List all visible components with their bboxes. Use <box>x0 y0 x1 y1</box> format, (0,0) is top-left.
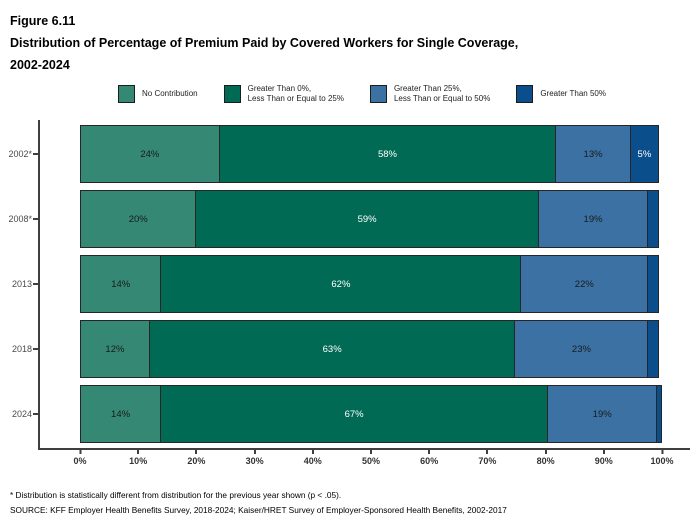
bar-segment-value: 14% <box>111 408 131 420</box>
x-axis-tick-label: 100% <box>650 456 674 466</box>
legend-label: Greater Than 25%, Less Than or Equal to … <box>393 84 491 103</box>
bar-segment-gt0-le25: 67% <box>160 385 549 443</box>
x-axis-tick-label: 80% <box>536 456 555 466</box>
footnotes: * Distribution is statistically differen… <box>10 488 698 518</box>
bar-segment-value: 22% <box>574 278 594 290</box>
bar-segment-value: 23% <box>571 343 591 355</box>
bar-segment-value: 5% <box>637 148 652 160</box>
chart-panel: 2002* 24% 58% 13% 5% 2008* 20% 59% 19% 2… <box>8 120 690 450</box>
y-axis-label: 2008* <box>8 214 32 224</box>
bar-segment-value: 58% <box>377 148 397 160</box>
legend-swatch-gt25-le50 <box>369 85 387 103</box>
bar-row-2013: 2013 14% 62% 22% <box>12 255 662 313</box>
y-axis-label: 2002* <box>8 149 32 159</box>
x-axis-tick-label: 30% <box>245 456 264 466</box>
bar-segment-no-contribution: 20% <box>80 190 197 248</box>
legend-item-no-contribution: No Contribution <box>118 85 198 103</box>
bar-segment-no-contribution: 14% <box>80 255 162 313</box>
bar-segment-gt50 <box>647 190 659 248</box>
legend-item-gt50: Greater Than 50% <box>516 85 606 103</box>
bar-segment-value: 13% <box>583 148 603 160</box>
legend-label: Greater Than 50% <box>540 89 606 98</box>
significance-note: * Distribution is statistically differen… <box>10 490 342 500</box>
figure-number: Figure 6.11 <box>10 14 76 28</box>
x-axis-tick-label: 60% <box>420 456 439 466</box>
bar-segment-value: 62% <box>331 278 351 290</box>
bar-row-2008: 2008* 20% 59% 19% <box>8 190 662 248</box>
bar-segment-gt25-le50: 19% <box>537 190 649 248</box>
legend-swatch-gt0-le25 <box>223 85 241 103</box>
legend-label: No Contribution <box>142 89 198 98</box>
bar-segment-no-contribution: 24% <box>80 125 220 183</box>
y-axis-tick <box>33 153 38 155</box>
bar-row-2024: 2024 14% 67% 19% <box>12 385 662 443</box>
legend-swatch-gt50 <box>516 85 534 103</box>
legend-item-gt25-le50: Greater Than 25%, Less Than or Equal to … <box>369 84 491 104</box>
legend-label: Greater Than 0%, Less Than or Equal to 2… <box>247 84 344 103</box>
x-axis-tick-label: 0% <box>73 456 87 466</box>
bar-segment-value: 19% <box>592 408 612 420</box>
y-axis-label: 2013 <box>11 279 32 289</box>
bar-segment-no-contribution: 12% <box>80 320 150 378</box>
bar-segment-gt0-le25: 62% <box>160 255 522 313</box>
bar-segment-gt25-le50: 23% <box>514 320 649 378</box>
y-axis-tick <box>33 348 38 350</box>
bar-row-2018: 2018 12% 63% 23% <box>12 320 662 378</box>
y-axis-tick <box>33 218 38 220</box>
figure-title: Distribution of Percentage of Premium Pa… <box>10 36 519 50</box>
x-axis-tick-label: 70% <box>478 456 497 466</box>
bar-segment-gt0-le25: 59% <box>195 190 539 248</box>
bar-segment-gt0-le25: 58% <box>218 125 557 183</box>
bar-segment-gt50 <box>647 320 659 378</box>
bar-segment-value: 67% <box>344 408 364 420</box>
bar-segment-gt50 <box>656 385 662 443</box>
bar-segment-value: 59% <box>357 213 377 225</box>
x-axis-tick-label: 50% <box>361 456 381 466</box>
x-axis-tick-label: 90% <box>594 456 613 466</box>
y-axis-tick <box>33 413 38 415</box>
bar-segment-value: 63% <box>322 343 342 355</box>
bar-segment-gt25-le50: 19% <box>547 385 658 443</box>
y-axis-tick <box>33 283 38 285</box>
y-axis-label: 2024 <box>11 409 32 419</box>
x-axis-tick-label: 40% <box>303 456 322 466</box>
x-axis: 0% 10% 20% 30% 40% 50% 60% 70% 80% 90% 1… <box>73 450 673 474</box>
bar-segment-gt25-le50: 13% <box>555 125 631 183</box>
legend: No Contribution Greater Than 0%, Less Th… <box>118 84 698 104</box>
source-note: SOURCE: KFF Employer Health Benefits Sur… <box>10 505 507 515</box>
bar-segment-value: 14% <box>111 278 131 290</box>
bar-segment-gt50 <box>647 255 659 313</box>
legend-swatch-no-contribution <box>118 85 135 103</box>
bar-segment-gt25-le50: 22% <box>520 255 649 313</box>
bar-segment-gt0-le25: 63% <box>148 320 516 378</box>
bar-segment-value: 24% <box>140 148 160 160</box>
bar-segment-value: 19% <box>583 213 603 225</box>
x-axis-tick-label: 20% <box>187 456 206 466</box>
legend-item-gt0-le25: Greater Than 0%, Less Than or Equal to 2… <box>223 84 344 104</box>
bar-segment-gt50: 5% <box>629 125 659 183</box>
title-block: Figure 6.11 Distribution of Percentage o… <box>0 0 698 76</box>
bar-segment-no-contribution: 14% <box>80 385 162 443</box>
bar-segment-value: 12% <box>105 343 125 355</box>
bar-segment-value: 20% <box>128 213 148 225</box>
bar-row-2002: 2002* 24% 58% 13% 5% <box>8 125 662 183</box>
figure-title-years: 2002-2024 <box>10 58 70 72</box>
y-axis-label: 2018 <box>11 344 32 354</box>
x-axis-tick-label: 10% <box>129 456 148 466</box>
